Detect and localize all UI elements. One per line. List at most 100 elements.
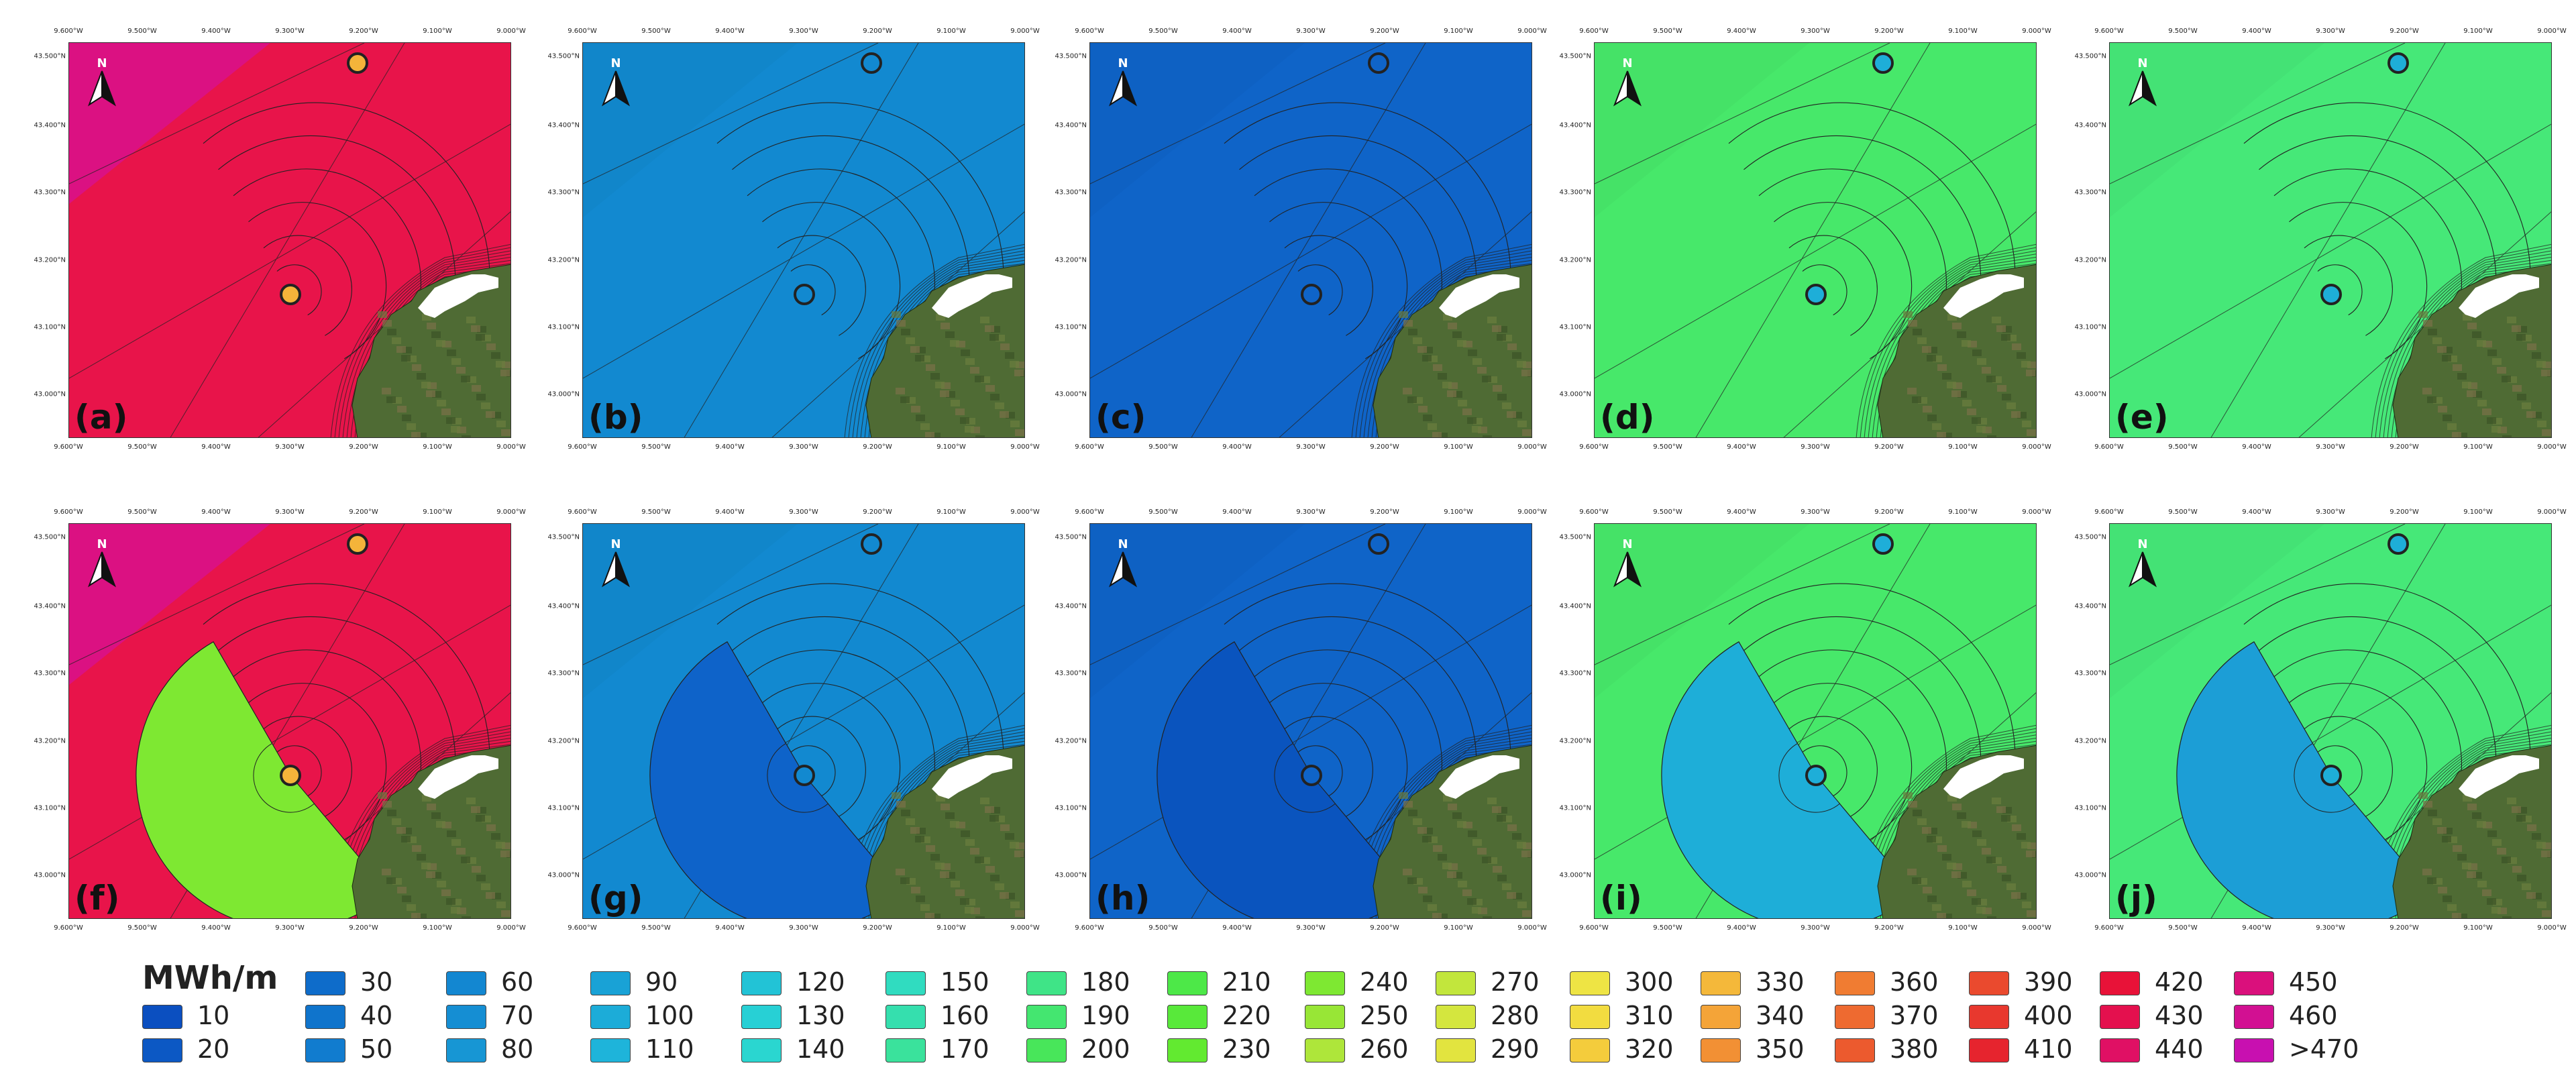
offshore-band [1595, 524, 1809, 698]
lon-tick-label: 9.000°W [1517, 443, 1547, 451]
lon-ticks-top: 9.600°W 9.500°W 9.400°W 9.300°W 9.200°W 9.100… [1579, 508, 2051, 518]
lon-tick-label: 9.300°W [1296, 508, 1326, 516]
lon-ticks-top: 9.600°W 9.500°W 9.400°W 9.300°W 9.200°W 9.100… [2094, 28, 2567, 37]
energy-map [583, 524, 1024, 918]
lat-tick-label: 43.300°N [547, 188, 580, 197]
lat-ticks: 43.500°N 43.400°N 43.300°N 43.200°N 43.100°N… [533, 42, 580, 438]
nodata-area [1439, 274, 1519, 318]
north-label: N [2137, 537, 2148, 551]
lon-tick-label: 9.600°W [1075, 443, 1104, 451]
lon-tick-label: 9.600°W [2094, 28, 2124, 35]
map-panel: N (d) 9.600°W 9.500°W 9.400°W 9.300°W 9.200°W 9… [1560, 28, 2051, 451]
north-arrow-icon: N [598, 537, 634, 591]
lat-tick-label: 43.200°N [1055, 737, 1087, 745]
legend-label: 10 [197, 1001, 230, 1030]
lon-tick-label: 9.500°W [127, 508, 157, 516]
lon-tick-label: 9.300°W [1296, 924, 1326, 932]
legend-swatch [2100, 971, 2140, 995]
lon-ticks-bottom: 9.600°W 9.500°W 9.400°W 9.300°W 9.200°W 9.100… [1579, 924, 2051, 934]
map-panel: N (e) 9.600°W 9.500°W 9.400°W 9.300°W 9.200°W 9… [2075, 28, 2567, 451]
lon-tick-label: 9.400°W [1222, 28, 1252, 35]
legend-swatch [1305, 1038, 1345, 1062]
lat-tick-label: 43.500°N [1559, 52, 1591, 60]
lon-tick-label: 9.200°W [2390, 443, 2419, 451]
lon-tick-label: 9.200°W [1874, 924, 1904, 932]
lat-tick-label: 43.500°N [1559, 533, 1591, 541]
lon-tick-label: 9.400°W [201, 28, 231, 35]
legend: MWh/m 10 20 30 40 50 60 70 80 90 100 110 120 130 140 1… [0, 951, 2576, 1092]
lon-tick-label: 9.300°W [1801, 443, 1830, 451]
legend-swatch [1570, 971, 1610, 995]
legend-swatch [1701, 971, 1741, 995]
lon-tick-label: 9.300°W [1801, 508, 1830, 516]
lon-tick-label: 9.500°W [1148, 508, 1178, 516]
lon-ticks-bottom: 9.600°W 9.500°W 9.400°W 9.300°W 9.200°W 9.100… [2094, 443, 2567, 453]
map-panel: N (b) 9.600°W 9.500°W 9.400°W 9.300°W 9.200°W 9… [548, 28, 1040, 451]
legend-swatch [446, 971, 486, 995]
lon-tick-label: 9.400°W [2242, 28, 2271, 35]
buoy-marker [1368, 533, 1389, 555]
coastline-land [1877, 745, 2036, 918]
lat-tick-label: 43.300°N [2074, 669, 2106, 677]
lat-tick-label: 43.500°N [2074, 533, 2106, 541]
offshore-band [2110, 524, 2324, 698]
coastline-land [865, 745, 1024, 918]
lon-ticks-top: 9.600°W 9.500°W 9.400°W 9.300°W 9.200°W 9.100… [568, 508, 1040, 518]
offshore-band [583, 43, 798, 217]
legend-swatch [305, 971, 345, 995]
lat-tick-label: 43.100°N [1055, 804, 1087, 812]
legend-swatch [885, 1038, 926, 1062]
lon-tick-label: 9.600°W [2094, 924, 2124, 932]
lon-tick-label: 9.400°W [1727, 924, 1756, 932]
legend-label: 20 [197, 1034, 230, 1064]
lon-tick-label: 9.000°W [1010, 924, 1040, 932]
lon-tick-label: 9.000°W [496, 28, 526, 35]
farm-point-marker [794, 284, 815, 305]
legend-label: 460 [2289, 1001, 2338, 1030]
lat-ticks: 43.500°N 43.400°N 43.300°N 43.200°N 43.100°N… [1040, 523, 1087, 919]
lon-tick-label: 9.500°W [127, 443, 157, 451]
lon-tick-label: 9.200°W [1874, 443, 1904, 451]
lat-tick-label: 43.400°N [34, 602, 66, 610]
lon-tick-label: 9.200°W [1874, 28, 1904, 35]
lat-tick-label: 43.500°N [34, 533, 66, 541]
legend-label: 250 [1360, 1001, 1409, 1030]
lon-tick-label: 9.100°W [423, 28, 452, 35]
legend-swatch [2234, 971, 2274, 995]
coastline-land [352, 745, 511, 918]
lon-tick-label: 9.200°W [349, 924, 378, 932]
legend-label: 180 [1081, 967, 1130, 997]
lon-tick-label: 9.100°W [2463, 508, 2493, 516]
lon-tick-label: 9.300°W [1801, 28, 1830, 35]
north-label: N [1118, 537, 1128, 551]
lon-tick-label: 9.200°W [349, 28, 378, 35]
high-energy-band [69, 524, 270, 685]
lat-tick-label: 43.000°N [1559, 871, 1591, 879]
legend-swatch [142, 1005, 182, 1029]
legend-swatch [446, 1038, 486, 1062]
offshore-band [2110, 43, 2324, 217]
lat-tick-label: 43.300°N [1559, 188, 1591, 197]
legend-swatch [1167, 1005, 1208, 1029]
legend-swatch [305, 1038, 345, 1062]
lon-tick-label: 9.300°W [2316, 28, 2345, 35]
map-panel: N (j) 9.600°W 9.500°W 9.400°W 9.300°W 9.200°W 9… [2075, 508, 2567, 932]
lat-tick-label: 43.100°N [2074, 323, 2106, 331]
legend-swatch [1026, 1038, 1067, 1062]
legend-swatch [142, 1038, 182, 1062]
lat-tick-label: 43.200°N [547, 737, 580, 745]
map-frame: N (f) [68, 523, 511, 919]
land-texture [892, 792, 1024, 918]
offshore-band [1595, 43, 1809, 217]
coastline-land [865, 264, 1024, 437]
lon-ticks-top: 9.600°W 9.500°W 9.400°W 9.300°W 9.200°W 9.100… [1075, 28, 1547, 37]
lon-tick-label: 9.000°W [2022, 443, 2051, 451]
map-frame: N (j) [2109, 523, 2552, 919]
lon-tick-label: 9.400°W [1222, 508, 1252, 516]
lat-tick-label: 43.000°N [547, 871, 580, 879]
map-panel: N (c) 9.600°W 9.500°W 9.400°W 9.300°W 9.200°W 9… [1055, 28, 1547, 451]
lon-tick-label: 9.600°W [568, 443, 597, 451]
legend-swatch [2100, 1005, 2140, 1029]
lat-tick-label: 43.400°N [2074, 121, 2106, 129]
lon-tick-label: 9.100°W [1948, 508, 1978, 516]
